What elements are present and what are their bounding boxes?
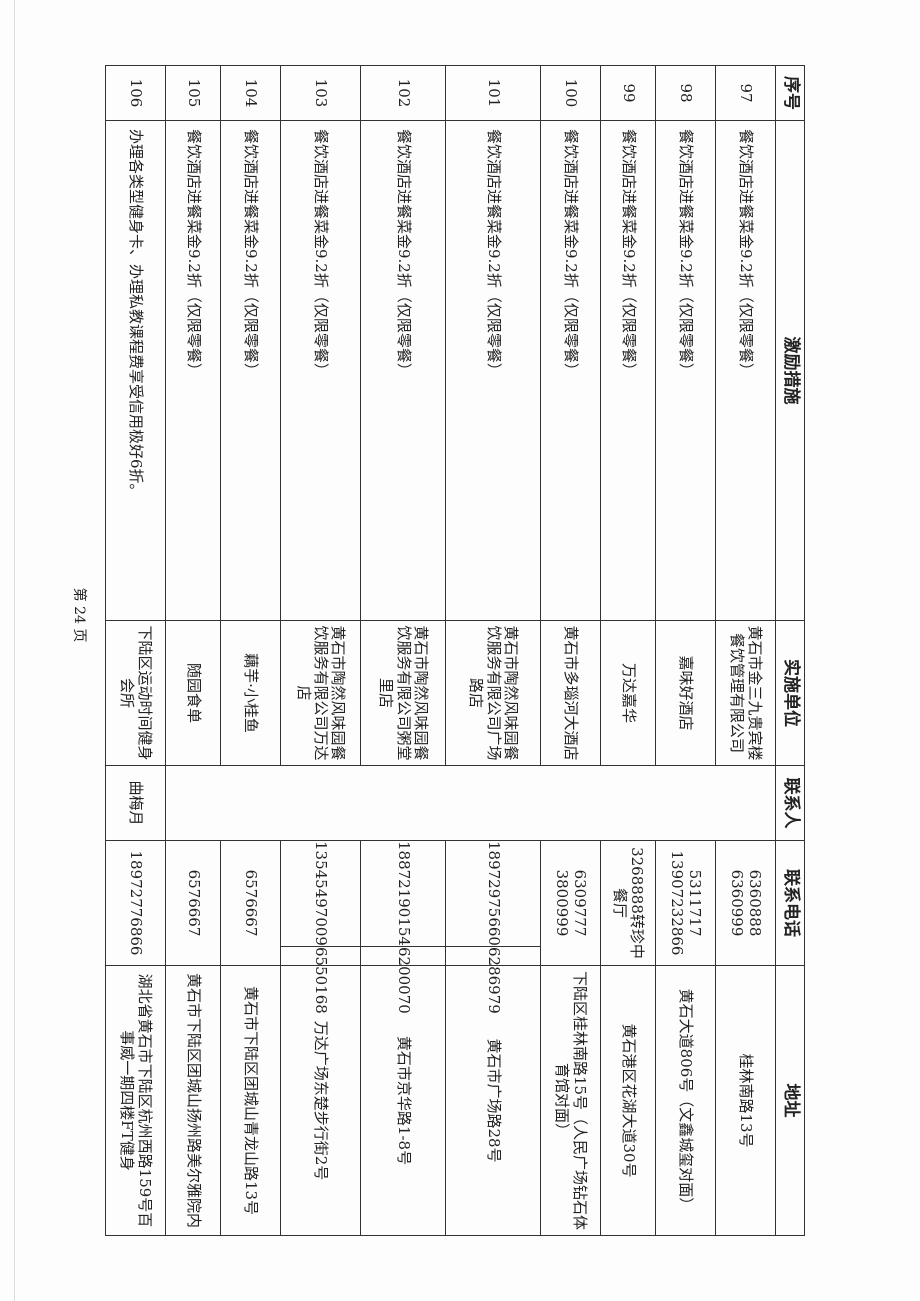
row-measure: 餐饮酒店进餐菜金9.2折（仅限零餐） [220, 120, 281, 621]
row-measure: 餐饮酒店进餐菜金9.2折（仅限零餐） [360, 120, 446, 621]
row-no: 99 [600, 65, 656, 121]
row-unit: 黄石市多瑙河大酒店 [540, 620, 601, 766]
row-no: 104 [220, 65, 281, 121]
row-phone: 18972776866 [105, 840, 166, 966]
row-phone: 6360888 6360999 [715, 840, 776, 966]
header-no: 序号 [775, 65, 805, 121]
row-no: 98 [655, 65, 716, 121]
row-measure: 办理各类型健身卡、办理私教课程费享受信用极好6折。 [105, 120, 166, 621]
row-unit: 黄石市陶然风味园餐饮服务有限公司万达店 [280, 620, 361, 766]
row-address: 黄石市下陆区团城山青龙山路13号 [220, 965, 281, 1236]
row-phone: 6309777 3800999 [540, 840, 601, 966]
row-address: 黄石大道806号（文鑫城玺对面） [655, 965, 716, 1236]
row-phone: 3268888转珍中餐厅 [600, 840, 656, 966]
row-unit: 黄石市金三九贵宾楼餐饮管理有限公司 [715, 620, 776, 766]
row-unit: 黄石市陶然风味园餐饮服务有限公司广场路店 [445, 620, 541, 766]
row-measure: 餐饮酒店进餐菜金9.2折（仅限零餐） [655, 120, 716, 621]
phone-mobile: 18872190154 [361, 841, 445, 947]
row-address: 湖北省黄石市下陆区杭州西路159号百事威一期四楼FT健身 [105, 965, 166, 1236]
row-measure: 餐饮酒店进餐菜金9.2折（仅限零餐） [280, 120, 361, 621]
table-row: 104 餐饮酒店进餐菜金9.2折（仅限零餐） 藕芋·小桂鱼 6576667 黄石市下陆区… [220, 65, 281, 1236]
row-address: 下陆区桂林南路15号（人民广场钻石体育馆对面） [540, 965, 601, 1236]
row-unit: 嘉味好酒店 [655, 620, 716, 766]
row-no: 102 [360, 65, 446, 121]
row-no: 105 [165, 65, 221, 121]
row-phone: 5311717 13907232866 [655, 840, 716, 966]
scan-edge [14, 0, 15, 1301]
header-unit: 实施单位 [775, 620, 805, 766]
row-no: 106 [105, 65, 166, 121]
row-measure: 餐饮酒店进餐菜金9.2折（仅限零餐） [600, 120, 656, 621]
phone-landline: 6200070 [394, 946, 413, 1014]
row-phone: 6576667 [220, 840, 281, 966]
header-row: 序号 激励措施 实施单位 联系人 联系电话 地址 [775, 65, 805, 1236]
table-row: 102 餐饮酒店进餐菜金9.2折（仅限零餐） 黄石市陶然风味园餐饮服务有限公司粥堂里… [360, 65, 446, 1236]
row-measure: 餐饮酒店进餐菜金9.2折（仅限零餐） [715, 120, 776, 621]
table-row: 100 餐饮酒店进餐菜金9.2折（仅限零餐） 黄石市多瑙河大酒店 6309777 38… [540, 65, 601, 1236]
header-contact: 联系人 [775, 765, 805, 841]
row-no: 101 [445, 65, 541, 121]
phone-mobile: 18972975660 [446, 841, 540, 947]
table-row: 105 餐饮酒店进餐菜金9.2折（仅限零餐） 随园食单 6576667 黄石市下陆区团城… [165, 65, 221, 1236]
phone-mobile: 13545497009 [281, 841, 360, 947]
table-row: 101 餐饮酒店进餐菜金9.2折（仅限零餐） 黄石市陶然风味园餐饮服务有限公司广场路… [445, 65, 541, 1236]
row-no: 100 [540, 65, 601, 121]
row-unit: 藕芋·小桂鱼 [220, 620, 281, 766]
table-row: 106 办理各类型健身卡、办理私教课程费享受信用极好6折。 下陆区运动时间健身会所曲… [105, 65, 166, 1236]
row-unit: 下陆区运动时间健身会所 [105, 620, 166, 766]
row-measure: 餐饮酒店进餐菜金9.2折（仅限零餐） [445, 120, 541, 621]
table-row: 99 餐饮酒店进餐菜金9.2折（仅限零餐） 万达嘉华 3268888转珍中餐厅 黄石港区… [600, 65, 656, 1236]
row-measure: 餐饮酒店进餐菜金9.2折（仅限零餐） [540, 120, 601, 621]
row-no: 103 [280, 65, 361, 121]
row-address: 桂林南路13号 [715, 965, 776, 1236]
header-address: 地址 [775, 965, 805, 1236]
row-phone: 13545497009 6550168 [280, 840, 361, 1014]
row-unit: 黄石市陶然风味园餐饮服务有限公司粥堂里店 [360, 620, 446, 766]
row-phone: 18972975660 6286979 [445, 840, 541, 1014]
table-row: 98 餐饮酒店进餐菜金9.2折（仅限零餐） 嘉味好酒店 5311717 1390723… [655, 65, 716, 1236]
row-measure: 餐饮酒店进餐菜金9.2折（仅限零餐） [165, 120, 221, 621]
header-measure: 激励措施 [775, 120, 805, 621]
row-phone: 18872190154 6200070 [360, 840, 446, 1014]
phone-landline: 6550168 [312, 946, 331, 1014]
row-phone: 6576667 [165, 840, 221, 966]
row-unit: 随园食单 [165, 620, 221, 766]
row-contact [165, 765, 776, 841]
rotated-page: 序号 激励措施 实施单位 联系人 联系电话 地址 97 餐饮酒店进餐菜金9.2折（… [105, 65, 805, 1236]
row-address: 黄石港区花湖大道30号 [600, 965, 656, 1236]
row-no: 97 [715, 65, 776, 121]
header-phone: 联系电话 [775, 840, 805, 966]
row-unit: 万达嘉华 [600, 620, 656, 766]
row-contact: 曲梅月 [105, 765, 166, 841]
incentive-table: 序号 激励措施 实施单位 联系人 联系电话 地址 97 餐饮酒店进餐菜金9.2折（… [105, 65, 805, 1236]
page-number: 第 24 页 [71, 587, 87, 643]
table-row: 97 餐饮酒店进餐菜金9.2折（仅限零餐） 黄石市金三九贵宾楼餐饮管理有限公司 636… [165, 65, 776, 1236]
table-row: 103 餐饮酒店进餐菜金9.2折（仅限零餐） 黄石市陶然风味园餐饮服务有限公司万达店… [280, 65, 361, 1236]
phone-landline: 6286979 [484, 946, 503, 1014]
row-address: 黄石市下陆区团城山扬州路美尔雅院内 [165, 965, 221, 1236]
